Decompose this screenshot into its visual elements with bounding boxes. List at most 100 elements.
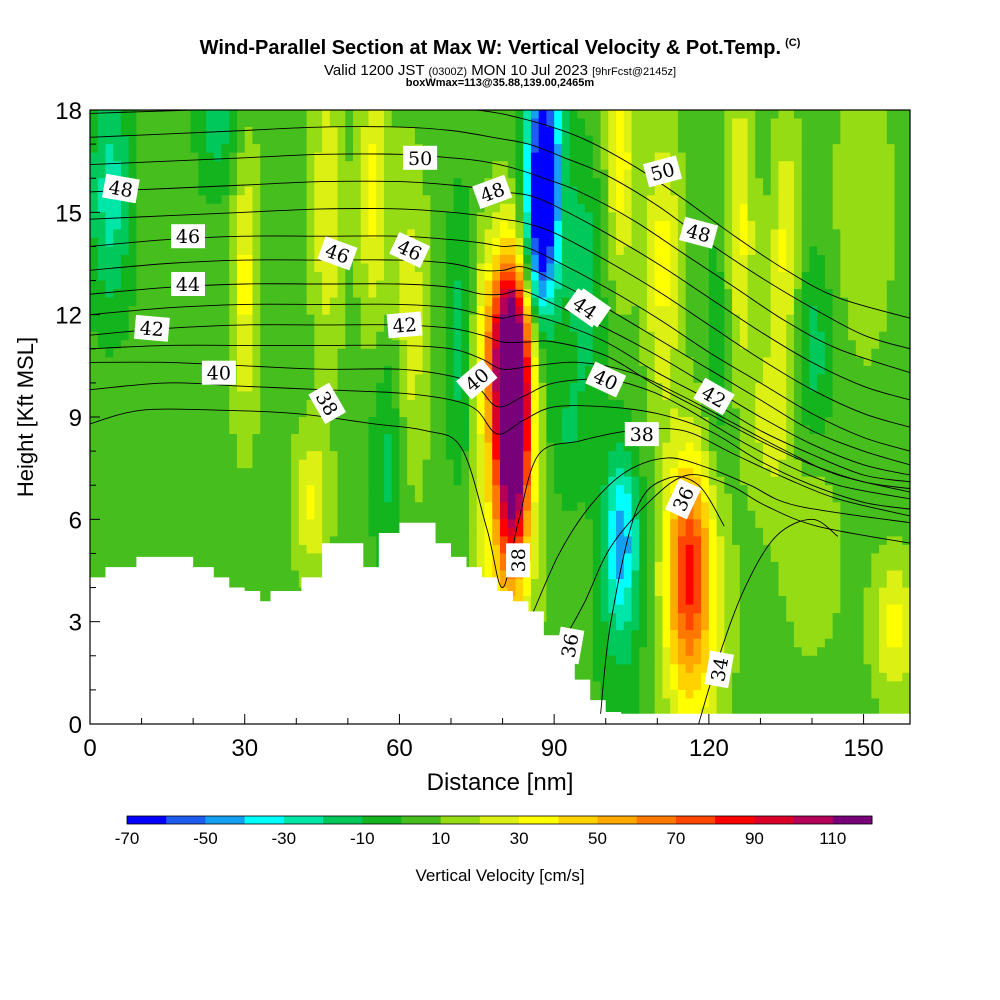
velocity-cell bbox=[902, 144, 910, 154]
velocity-cell bbox=[120, 502, 130, 512]
velocity-cell bbox=[345, 144, 354, 154]
velocity-cell bbox=[461, 391, 470, 401]
velocity-cell bbox=[577, 348, 586, 358]
velocity-cell bbox=[438, 451, 447, 461]
velocity-cell bbox=[445, 306, 455, 316]
velocity-cell bbox=[376, 127, 385, 137]
velocity-cell bbox=[793, 459, 803, 469]
velocity-cell bbox=[654, 203, 664, 213]
velocity-cell bbox=[353, 468, 362, 478]
velocity-cell bbox=[716, 365, 725, 375]
velocity-cell bbox=[724, 135, 733, 145]
velocity-cell bbox=[221, 229, 230, 239]
velocity-cell bbox=[430, 451, 439, 461]
velocity-cell bbox=[144, 118, 153, 128]
velocity-cell bbox=[229, 399, 238, 410]
velocity-cell bbox=[105, 110, 114, 120]
velocity-cell bbox=[902, 186, 910, 196]
velocity-cell bbox=[755, 289, 764, 299]
velocity-cell bbox=[244, 340, 254, 350]
velocity-cell bbox=[507, 280, 517, 290]
velocity-cell bbox=[360, 280, 370, 290]
velocity-cell bbox=[236, 357, 246, 367]
velocity-cell bbox=[886, 178, 896, 188]
velocity-cell bbox=[298, 408, 308, 418]
velocity-cell bbox=[314, 110, 323, 120]
velocity-cell bbox=[809, 195, 818, 205]
velocity-cell bbox=[360, 451, 370, 461]
velocity-cell bbox=[198, 127, 207, 137]
velocity-cell bbox=[755, 314, 764, 324]
velocity-cell bbox=[677, 399, 687, 410]
velocity-cell bbox=[368, 272, 377, 282]
velocity-cell bbox=[639, 144, 648, 154]
velocity-cell bbox=[314, 229, 323, 239]
velocity-cell bbox=[879, 195, 888, 205]
velocity-cell bbox=[662, 493, 671, 503]
velocity-cell bbox=[662, 229, 671, 239]
velocity-cell bbox=[337, 289, 346, 299]
velocity-cell bbox=[747, 331, 756, 341]
velocity-cell bbox=[894, 493, 903, 503]
velocity-cell bbox=[670, 246, 679, 256]
velocity-cell bbox=[739, 502, 749, 512]
velocity-cell bbox=[616, 314, 625, 324]
velocity-cell bbox=[677, 306, 687, 316]
velocity-cell bbox=[492, 502, 501, 512]
velocity-cell bbox=[399, 493, 408, 503]
velocity-cell bbox=[376, 306, 385, 316]
velocity-cell bbox=[646, 382, 656, 393]
velocity-cell bbox=[863, 246, 872, 256]
velocity-cell bbox=[654, 246, 664, 256]
velocity-cell bbox=[840, 289, 849, 299]
velocity-cell bbox=[182, 468, 192, 478]
velocity-cell bbox=[809, 161, 818, 171]
velocity-cell bbox=[167, 399, 176, 410]
velocity-cell bbox=[515, 272, 524, 282]
velocity-cell bbox=[484, 408, 493, 418]
velocity-cell bbox=[778, 485, 787, 495]
velocity-cell bbox=[198, 391, 207, 401]
velocity-cell bbox=[585, 348, 594, 358]
velocity-cell bbox=[886, 306, 896, 316]
velocity-cell bbox=[786, 280, 795, 290]
velocity-cell bbox=[221, 212, 230, 222]
velocity-cell bbox=[677, 459, 687, 469]
velocity-cell bbox=[724, 442, 733, 452]
velocity-cell bbox=[569, 135, 578, 145]
velocity-cell bbox=[840, 468, 849, 478]
velocity-cell bbox=[500, 118, 509, 128]
velocity-cell bbox=[577, 186, 586, 196]
velocity-cell bbox=[886, 468, 896, 478]
velocity-cell bbox=[414, 476, 424, 486]
velocity-cell bbox=[236, 110, 246, 120]
velocity-cell bbox=[182, 144, 192, 154]
velocity-cell bbox=[592, 161, 602, 171]
velocity-cell bbox=[855, 365, 865, 375]
velocity-cell bbox=[786, 493, 795, 503]
velocity-cell bbox=[739, 118, 749, 128]
velocity-cell bbox=[167, 297, 176, 307]
velocity-cell bbox=[623, 118, 633, 128]
velocity-cell bbox=[229, 485, 238, 495]
velocity-cell bbox=[484, 118, 493, 128]
velocity-cell bbox=[561, 152, 571, 162]
velocity-cell bbox=[229, 263, 238, 273]
velocity-cell bbox=[801, 229, 811, 239]
velocity-cell bbox=[175, 169, 184, 179]
velocity-cell bbox=[894, 212, 903, 222]
velocity-cell bbox=[554, 442, 563, 452]
velocity-cell bbox=[283, 237, 292, 248]
velocity-cell bbox=[832, 442, 841, 452]
velocity-cell bbox=[414, 118, 424, 128]
velocity-cell bbox=[383, 212, 393, 222]
velocity-cell bbox=[793, 237, 803, 248]
velocity-cell bbox=[747, 246, 756, 256]
velocity-cell bbox=[670, 399, 679, 410]
velocity-cell bbox=[554, 161, 563, 171]
velocity-cell bbox=[569, 502, 578, 512]
velocity-cell bbox=[105, 314, 114, 324]
velocity-cell bbox=[801, 306, 811, 316]
velocity-cell bbox=[167, 169, 176, 179]
velocity-cell bbox=[376, 272, 385, 282]
